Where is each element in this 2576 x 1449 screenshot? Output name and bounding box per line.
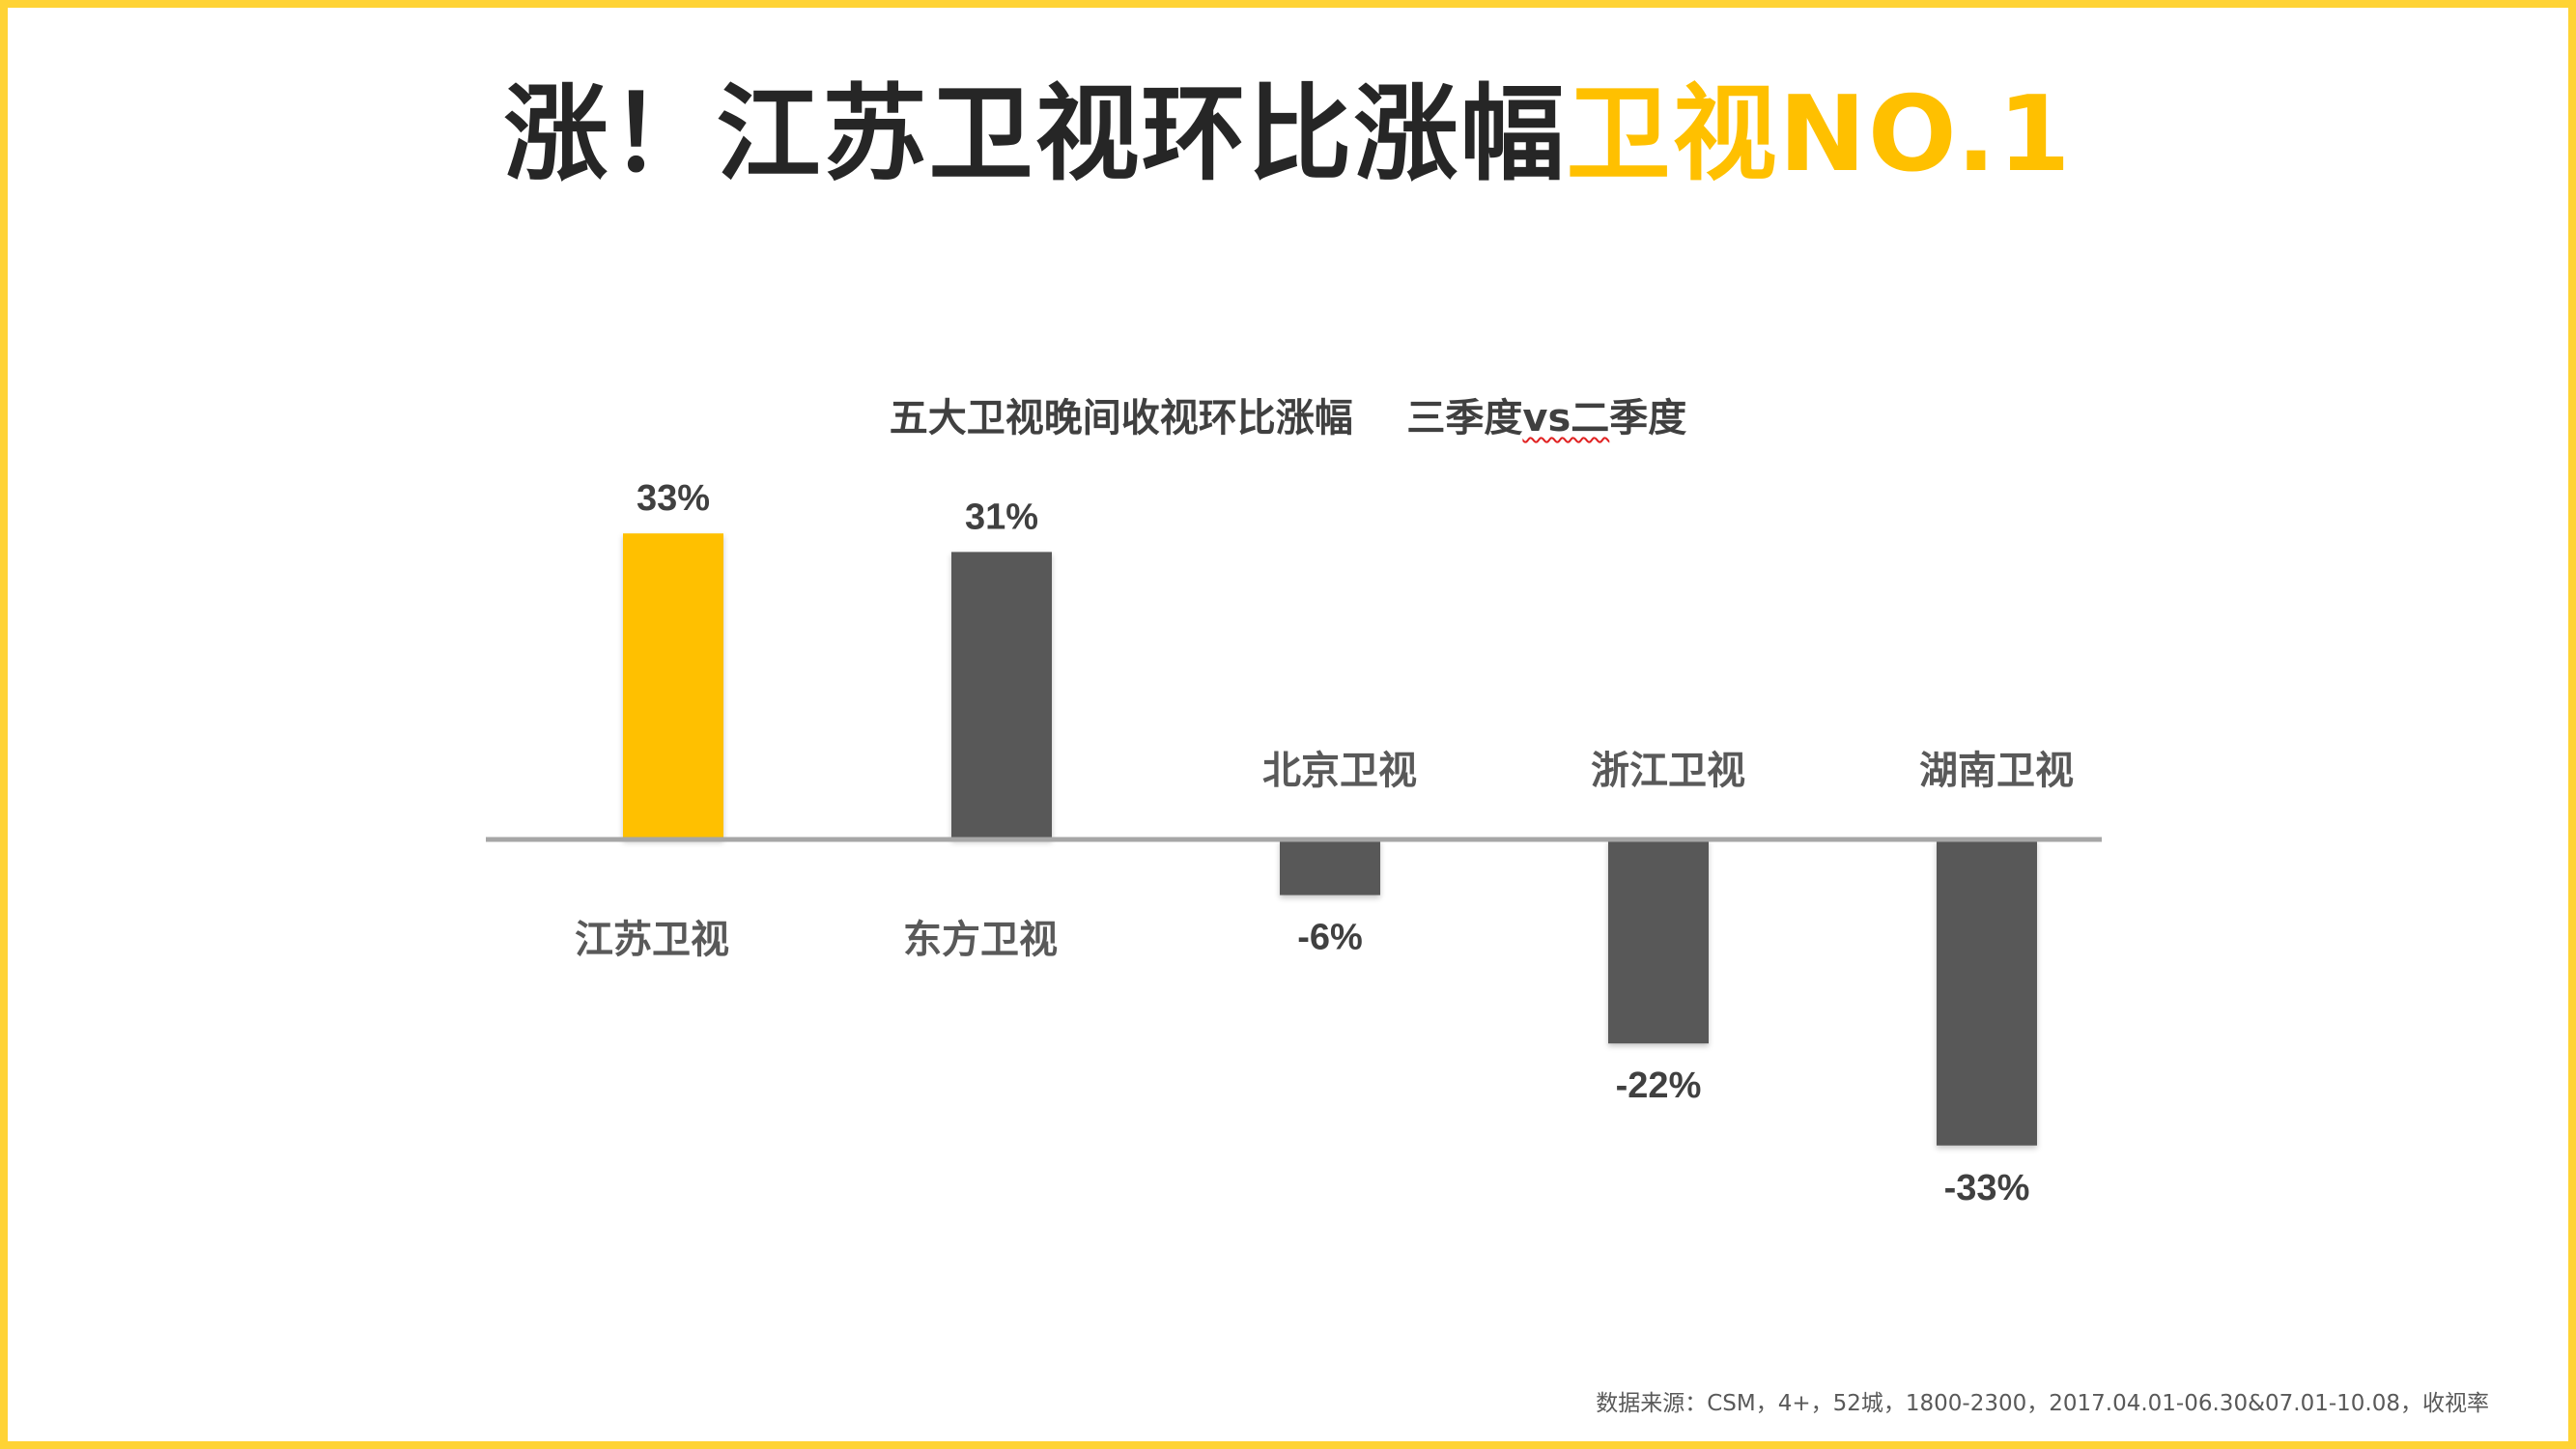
bar — [1937, 839, 2037, 1146]
category-label: 江苏卫视 — [575, 918, 729, 962]
title-main: 涨！江苏卫视环比涨幅 — [503, 74, 1567, 195]
category-label: 东方卫视 — [903, 918, 1058, 962]
data-source-note: 数据来源：CSM，4+，52城，1800-2300，2017.04.01-06.… — [1596, 1391, 2489, 1416]
chart-title-part2: 三季度 — [1406, 396, 1523, 440]
value-label: -6% — [1297, 918, 1363, 958]
value-label: -33% — [1944, 1168, 2030, 1208]
value-label: 31% — [965, 497, 1038, 537]
bar — [623, 533, 723, 839]
title-highlight: 卫视NO.1 — [1566, 74, 2073, 195]
chart-title-part3: vs二 — [1522, 396, 1610, 440]
category-label: 湖南卫视 — [1919, 749, 2074, 793]
bar — [1280, 839, 1380, 895]
category-label: 浙江卫视 — [1591, 749, 1745, 793]
value-label: -22% — [1616, 1065, 1702, 1106]
chart-title-part1: 五大卫视晚间收视环比涨幅 — [889, 396, 1353, 440]
page-title: 涨！江苏卫视环比涨幅卫视NO.1 — [0, 68, 2576, 203]
value-label: 33% — [637, 478, 710, 519]
category-label: 北京卫视 — [1262, 749, 1417, 793]
chart-title-part4: 季度 — [1609, 396, 1687, 440]
chart-title: 五大卫视晚间收视环比涨幅 三季度vs二季度 — [0, 391, 2576, 445]
bar — [1608, 839, 1709, 1044]
bar — [951, 552, 1052, 839]
